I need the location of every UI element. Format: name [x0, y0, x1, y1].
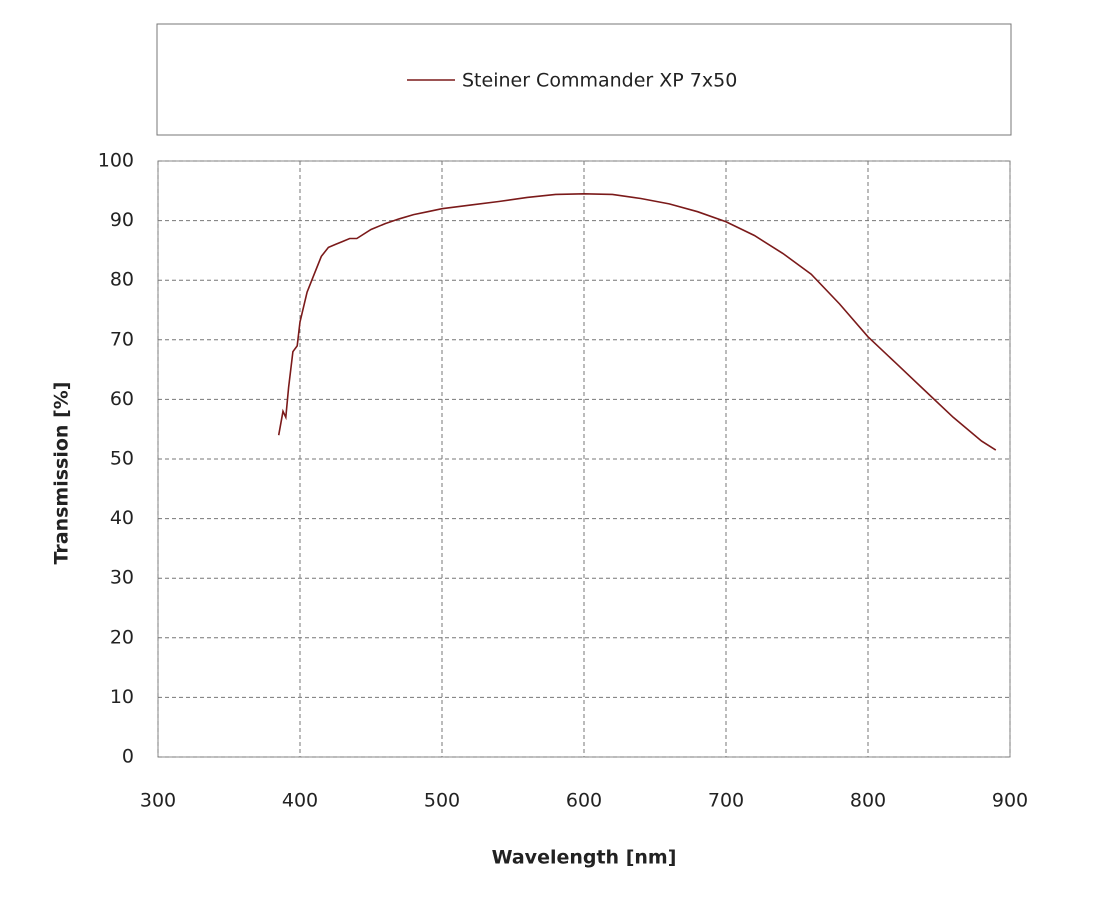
y-tick-label: 40: [110, 507, 134, 529]
y-tick-label: 10: [110, 686, 134, 708]
y-tick-label: 0: [122, 746, 134, 768]
x-tick-label: 500: [424, 790, 460, 812]
data-line: [277, 192, 997, 451]
y-tick-label: 100: [98, 150, 134, 172]
x-tick-label: 600: [566, 790, 602, 812]
x-tick-label: 900: [992, 790, 1028, 812]
x-tick-label: 400: [282, 790, 318, 812]
x-axis-title: Wavelength [nm]: [492, 847, 677, 869]
legend-box: [156, 23, 1012, 136]
y-tick-label: 30: [110, 567, 134, 589]
legend-label: Steiner Commander XP 7x50: [462, 70, 737, 92]
y-tick-label: 20: [110, 626, 134, 648]
x-tick-label: 800: [850, 790, 886, 812]
y-tick-label: 60: [110, 388, 134, 410]
y-tick-label: 50: [110, 448, 134, 470]
x-tick-label: 700: [708, 790, 744, 812]
y-tick-label: 80: [110, 269, 134, 291]
y-axis-title: Transmission [%]: [51, 382, 73, 565]
x-tick-label: 300: [140, 790, 176, 812]
y-tick-label: 70: [110, 328, 134, 350]
y-tick-label: 90: [110, 209, 134, 231]
